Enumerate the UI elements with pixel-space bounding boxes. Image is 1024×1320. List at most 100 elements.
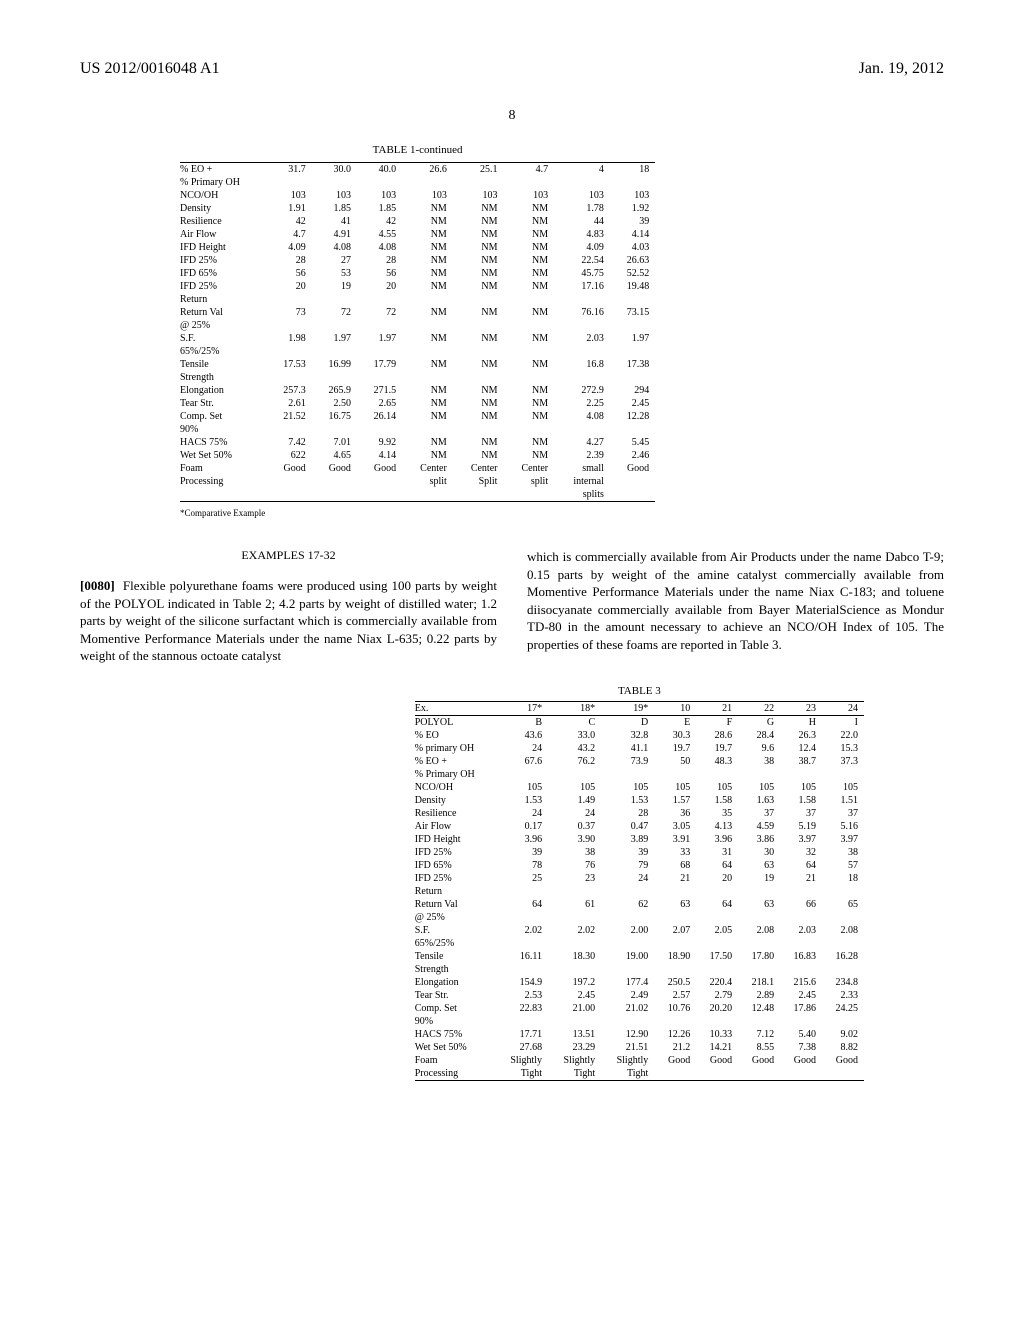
cell: 0.37 bbox=[548, 820, 601, 833]
cell: 10.33 bbox=[696, 1028, 738, 1041]
cell bbox=[554, 345, 610, 358]
cell bbox=[610, 176, 655, 189]
cell: NM bbox=[402, 449, 453, 462]
cell: 43.6 bbox=[495, 729, 548, 742]
cell: 197.2 bbox=[548, 976, 601, 989]
cell bbox=[654, 937, 696, 950]
table-row: 65%/25% bbox=[180, 345, 655, 358]
cell: 27 bbox=[312, 254, 357, 267]
row-label: Strength bbox=[415, 963, 495, 976]
cell: 28 bbox=[601, 807, 654, 820]
cell: NM bbox=[503, 384, 554, 397]
cell: NM bbox=[503, 397, 554, 410]
col-header: 24 bbox=[822, 702, 864, 716]
table-row: Tensile17.5316.9917.79NMNMNM16.817.38 bbox=[180, 358, 655, 371]
table-row: Density1.531.491.531.571.581.631.581.51 bbox=[415, 794, 864, 807]
table-row: % Primary OH bbox=[415, 768, 864, 781]
cell: NM bbox=[402, 241, 453, 254]
pub-date: Jan. 19, 2012 bbox=[859, 60, 944, 78]
cell: 39 bbox=[610, 215, 655, 228]
cell: 271.5 bbox=[357, 384, 402, 397]
cell: NM bbox=[503, 241, 554, 254]
cell: NM bbox=[503, 410, 554, 423]
cell: 1.53 bbox=[601, 794, 654, 807]
cell: C bbox=[548, 716, 601, 729]
cell bbox=[357, 345, 402, 358]
cell bbox=[738, 1015, 780, 1028]
paragraph-left: [0080] Flexible polyurethane foams were … bbox=[80, 577, 497, 665]
cell bbox=[357, 293, 402, 306]
table-row: @ 25% bbox=[180, 319, 655, 332]
row-label: IFD 25% bbox=[415, 846, 495, 859]
table-row: IFD 25%2523242120192118 bbox=[415, 872, 864, 885]
cell: 2.39 bbox=[554, 449, 610, 462]
cell: 41 bbox=[312, 215, 357, 228]
cell: 234.8 bbox=[822, 976, 864, 989]
cell: 3.90 bbox=[548, 833, 601, 846]
cell bbox=[780, 963, 822, 976]
cell bbox=[610, 319, 655, 332]
cell: 12.90 bbox=[601, 1028, 654, 1041]
cell: NM bbox=[402, 410, 453, 423]
cell: NM bbox=[453, 215, 504, 228]
page-header: US 2012/0016048 A1 Jan. 19, 2012 bbox=[80, 60, 944, 78]
cell: 257.3 bbox=[267, 384, 312, 397]
cell: 105 bbox=[495, 781, 548, 794]
row-label: Density bbox=[180, 202, 267, 215]
cell: 31.7 bbox=[267, 163, 312, 176]
cell: 17.16 bbox=[554, 280, 610, 293]
cell: 7.01 bbox=[312, 436, 357, 449]
cell: 103 bbox=[312, 189, 357, 202]
cell bbox=[267, 475, 312, 488]
cell: 24 bbox=[495, 742, 548, 755]
row-label: Comp. Set bbox=[180, 410, 267, 423]
cell: 4.09 bbox=[267, 241, 312, 254]
cell: 28 bbox=[357, 254, 402, 267]
cell bbox=[312, 176, 357, 189]
cell bbox=[267, 319, 312, 332]
cell: NM bbox=[503, 358, 554, 371]
cell bbox=[312, 319, 357, 332]
cell: 3.96 bbox=[696, 833, 738, 846]
cell: 250.5 bbox=[654, 976, 696, 989]
cell bbox=[495, 1015, 548, 1028]
cell: 7.12 bbox=[738, 1028, 780, 1041]
cell: 78 bbox=[495, 859, 548, 872]
cell: 9.6 bbox=[738, 742, 780, 755]
cell: 76.16 bbox=[554, 306, 610, 319]
cell: 4.7 bbox=[267, 228, 312, 241]
cell bbox=[453, 423, 504, 436]
table-row: % EO +67.676.273.95048.33838.737.3 bbox=[415, 755, 864, 768]
cell: 103 bbox=[267, 189, 312, 202]
cell: 0.47 bbox=[601, 820, 654, 833]
cell bbox=[267, 176, 312, 189]
table-row: Resilience424142NMNMNM4439 bbox=[180, 215, 655, 228]
cell bbox=[822, 1015, 864, 1028]
cell: 2.45 bbox=[610, 397, 655, 410]
cell: H bbox=[780, 716, 822, 729]
table-row: Tear Str.2.612.502.65NMNMNM2.252.45 bbox=[180, 397, 655, 410]
cell bbox=[554, 293, 610, 306]
table-row: NCO/OH103103103103103103103103 bbox=[180, 189, 655, 202]
table-row: HACS 75%17.7113.5112.9012.2610.337.125.4… bbox=[415, 1028, 864, 1041]
table-row: FoamSlightlySlightlySlightlyGoodGoodGood… bbox=[415, 1054, 864, 1067]
row-label: @ 25% bbox=[415, 911, 495, 924]
cell: 28 bbox=[267, 254, 312, 267]
cell: 5.19 bbox=[780, 820, 822, 833]
cell: NM bbox=[402, 358, 453, 371]
cell: 14.21 bbox=[696, 1041, 738, 1054]
table-row: IFD 25%282728NMNMNM22.5426.63 bbox=[180, 254, 655, 267]
cell bbox=[503, 293, 554, 306]
cell: small bbox=[554, 462, 610, 475]
cell bbox=[548, 911, 601, 924]
cell: Split bbox=[453, 475, 504, 488]
table-row: Resilience2424283635373737 bbox=[415, 807, 864, 820]
cell: 154.9 bbox=[495, 976, 548, 989]
cell bbox=[503, 176, 554, 189]
cell: 22.0 bbox=[822, 729, 864, 742]
cell: 105 bbox=[696, 781, 738, 794]
cell: 22.54 bbox=[554, 254, 610, 267]
cell: splits bbox=[554, 488, 610, 502]
cell bbox=[738, 911, 780, 924]
cell: 37.3 bbox=[822, 755, 864, 768]
